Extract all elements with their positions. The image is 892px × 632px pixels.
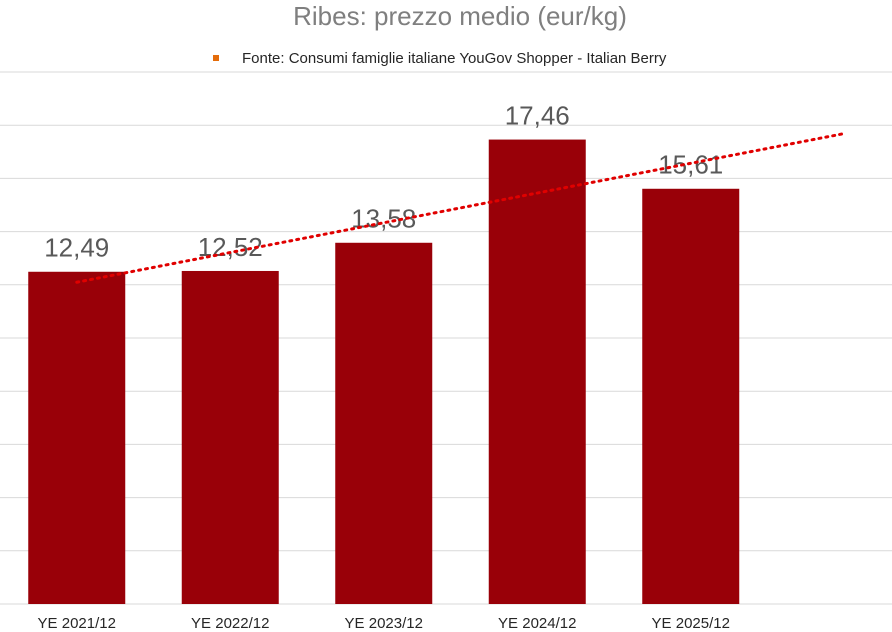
value-label: 12,49 xyxy=(44,233,109,263)
x-tick-label: YE 2021/12 xyxy=(38,615,116,632)
bar xyxy=(335,242,433,604)
bar xyxy=(181,270,279,604)
bar xyxy=(28,271,126,604)
x-tick-label: YE 2025/12 xyxy=(652,615,730,632)
chart-title: Ribes: prezzo medio (eur/kg) xyxy=(293,1,627,31)
bar xyxy=(488,139,586,604)
trendline xyxy=(75,132,846,284)
legend-label: Fonte: Consumi famiglie italiane YouGov … xyxy=(242,50,667,67)
legend-marker xyxy=(213,55,219,61)
x-tick-label: YE 2023/12 xyxy=(345,615,423,632)
bar xyxy=(642,188,740,605)
x-tick-label: YE 2022/12 xyxy=(191,615,269,632)
x-tick-label: YE 2024/12 xyxy=(498,615,576,632)
value-label: 17,46 xyxy=(505,100,570,130)
